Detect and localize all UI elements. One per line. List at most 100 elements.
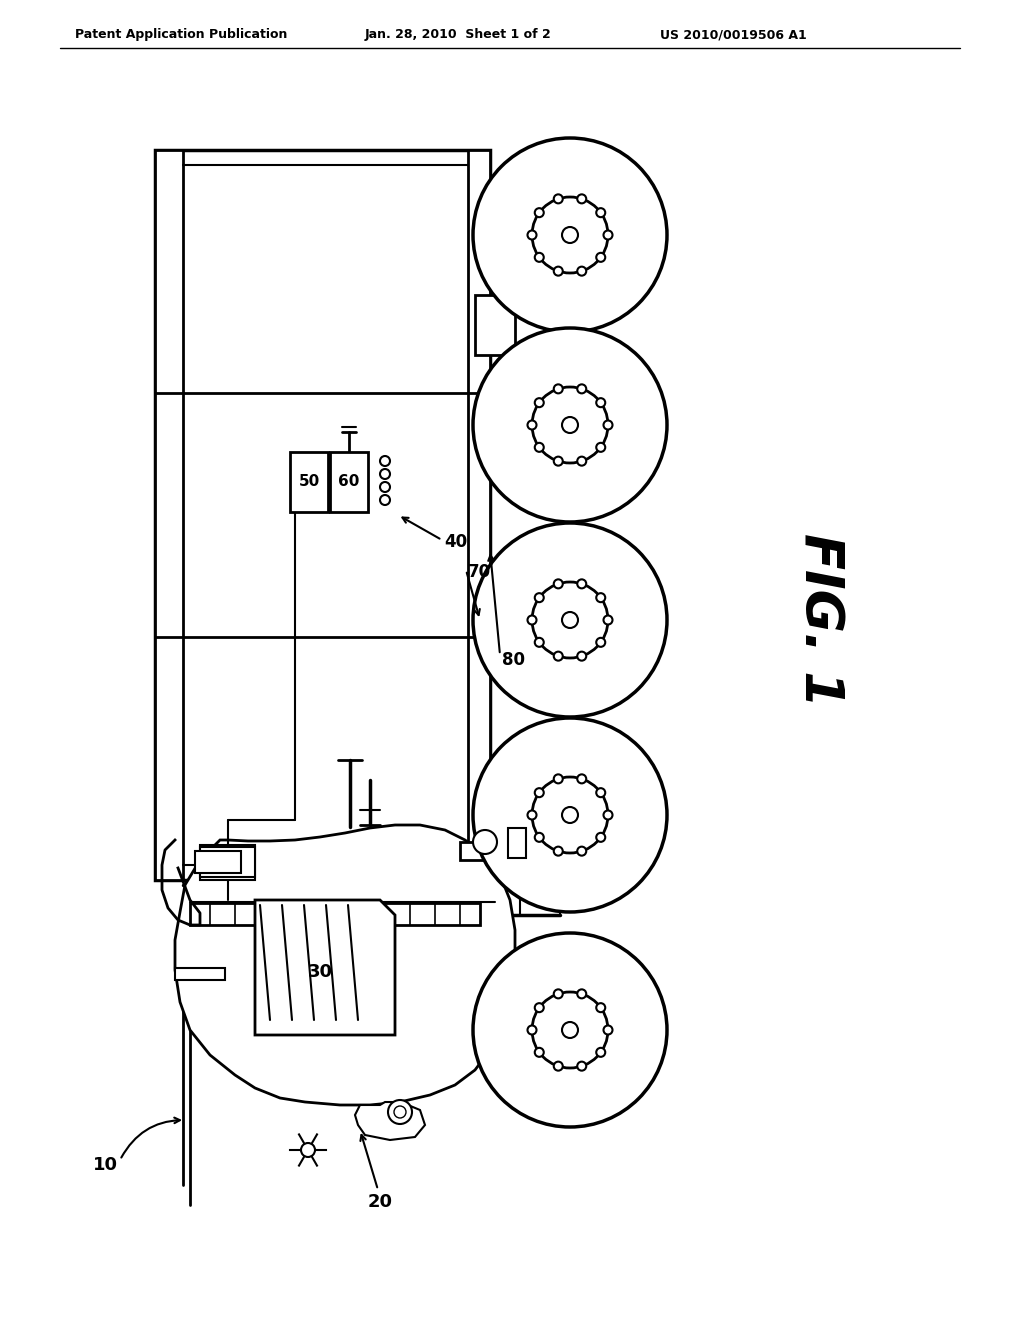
Circle shape bbox=[578, 579, 587, 589]
Bar bbox=[460, 842, 510, 861]
Polygon shape bbox=[175, 825, 515, 1105]
Circle shape bbox=[578, 846, 587, 855]
Circle shape bbox=[554, 846, 563, 855]
Circle shape bbox=[535, 442, 544, 451]
Polygon shape bbox=[355, 1102, 425, 1140]
Bar bbox=[200, 845, 255, 880]
Circle shape bbox=[596, 442, 605, 451]
Circle shape bbox=[380, 482, 390, 492]
Circle shape bbox=[554, 1061, 563, 1071]
Circle shape bbox=[596, 1048, 605, 1057]
Circle shape bbox=[527, 231, 537, 239]
Circle shape bbox=[578, 1061, 587, 1071]
Circle shape bbox=[380, 469, 390, 479]
Bar bbox=[290, 451, 328, 512]
Circle shape bbox=[562, 227, 578, 243]
Text: 10: 10 bbox=[92, 1156, 118, 1173]
Circle shape bbox=[603, 810, 612, 820]
Bar bbox=[155, 150, 490, 880]
Circle shape bbox=[562, 807, 578, 822]
Text: US 2010/0019506 A1: US 2010/0019506 A1 bbox=[660, 28, 807, 41]
Circle shape bbox=[596, 833, 605, 842]
Text: 60: 60 bbox=[338, 474, 359, 490]
Circle shape bbox=[527, 421, 537, 429]
Text: 30: 30 bbox=[307, 964, 333, 981]
Text: 40: 40 bbox=[444, 533, 467, 550]
Circle shape bbox=[554, 457, 563, 466]
Circle shape bbox=[596, 209, 605, 218]
Circle shape bbox=[554, 194, 563, 203]
Circle shape bbox=[578, 194, 587, 203]
Circle shape bbox=[578, 990, 587, 998]
Circle shape bbox=[603, 615, 612, 624]
Bar bbox=[330, 451, 368, 512]
Circle shape bbox=[473, 718, 667, 912]
Circle shape bbox=[532, 197, 608, 273]
Circle shape bbox=[535, 638, 544, 647]
Text: FIG. 1: FIG. 1 bbox=[794, 533, 846, 708]
Circle shape bbox=[301, 1143, 315, 1158]
Circle shape bbox=[562, 417, 578, 433]
Circle shape bbox=[473, 523, 667, 717]
Circle shape bbox=[554, 990, 563, 998]
Bar bbox=[468, 150, 490, 880]
Circle shape bbox=[527, 615, 537, 624]
Circle shape bbox=[532, 993, 608, 1068]
Text: 20: 20 bbox=[368, 1193, 392, 1210]
Circle shape bbox=[535, 1003, 544, 1012]
Circle shape bbox=[535, 833, 544, 842]
Circle shape bbox=[394, 1106, 406, 1118]
Circle shape bbox=[596, 788, 605, 797]
Circle shape bbox=[535, 1048, 544, 1057]
Bar bbox=[200, 847, 255, 876]
Circle shape bbox=[473, 830, 497, 854]
Circle shape bbox=[554, 775, 563, 783]
Circle shape bbox=[532, 387, 608, 463]
Circle shape bbox=[535, 253, 544, 261]
Circle shape bbox=[554, 579, 563, 589]
Circle shape bbox=[578, 384, 587, 393]
Circle shape bbox=[527, 810, 537, 820]
Polygon shape bbox=[255, 900, 395, 1035]
Circle shape bbox=[562, 1022, 578, 1038]
Circle shape bbox=[578, 457, 587, 466]
Circle shape bbox=[578, 267, 587, 276]
Circle shape bbox=[535, 788, 544, 797]
Circle shape bbox=[473, 327, 667, 521]
Circle shape bbox=[603, 231, 612, 239]
Bar bbox=[508, 828, 526, 858]
Circle shape bbox=[596, 593, 605, 602]
Bar bbox=[475, 294, 515, 355]
Circle shape bbox=[562, 612, 578, 628]
Bar bbox=[155, 150, 183, 880]
Circle shape bbox=[473, 933, 667, 1127]
Circle shape bbox=[603, 421, 612, 429]
Text: Jan. 28, 2010  Sheet 1 of 2: Jan. 28, 2010 Sheet 1 of 2 bbox=[365, 28, 552, 41]
Circle shape bbox=[535, 209, 544, 218]
Bar bbox=[175, 968, 225, 979]
Circle shape bbox=[578, 775, 587, 783]
Bar bbox=[190, 903, 480, 925]
Circle shape bbox=[532, 582, 608, 657]
Circle shape bbox=[380, 455, 390, 466]
Circle shape bbox=[603, 1026, 612, 1035]
Circle shape bbox=[578, 652, 587, 660]
Circle shape bbox=[535, 399, 544, 407]
Text: 50: 50 bbox=[298, 474, 319, 490]
Circle shape bbox=[527, 1026, 537, 1035]
Circle shape bbox=[532, 777, 608, 853]
Circle shape bbox=[388, 1100, 412, 1125]
Circle shape bbox=[554, 267, 563, 276]
Circle shape bbox=[596, 253, 605, 261]
Circle shape bbox=[554, 384, 563, 393]
Circle shape bbox=[596, 638, 605, 647]
Circle shape bbox=[596, 399, 605, 407]
Text: 70: 70 bbox=[468, 564, 492, 581]
Circle shape bbox=[473, 139, 667, 333]
Circle shape bbox=[535, 593, 544, 602]
Circle shape bbox=[596, 1003, 605, 1012]
Circle shape bbox=[380, 495, 390, 506]
Bar bbox=[195, 851, 241, 873]
Circle shape bbox=[554, 652, 563, 660]
Text: 80: 80 bbox=[502, 651, 525, 669]
